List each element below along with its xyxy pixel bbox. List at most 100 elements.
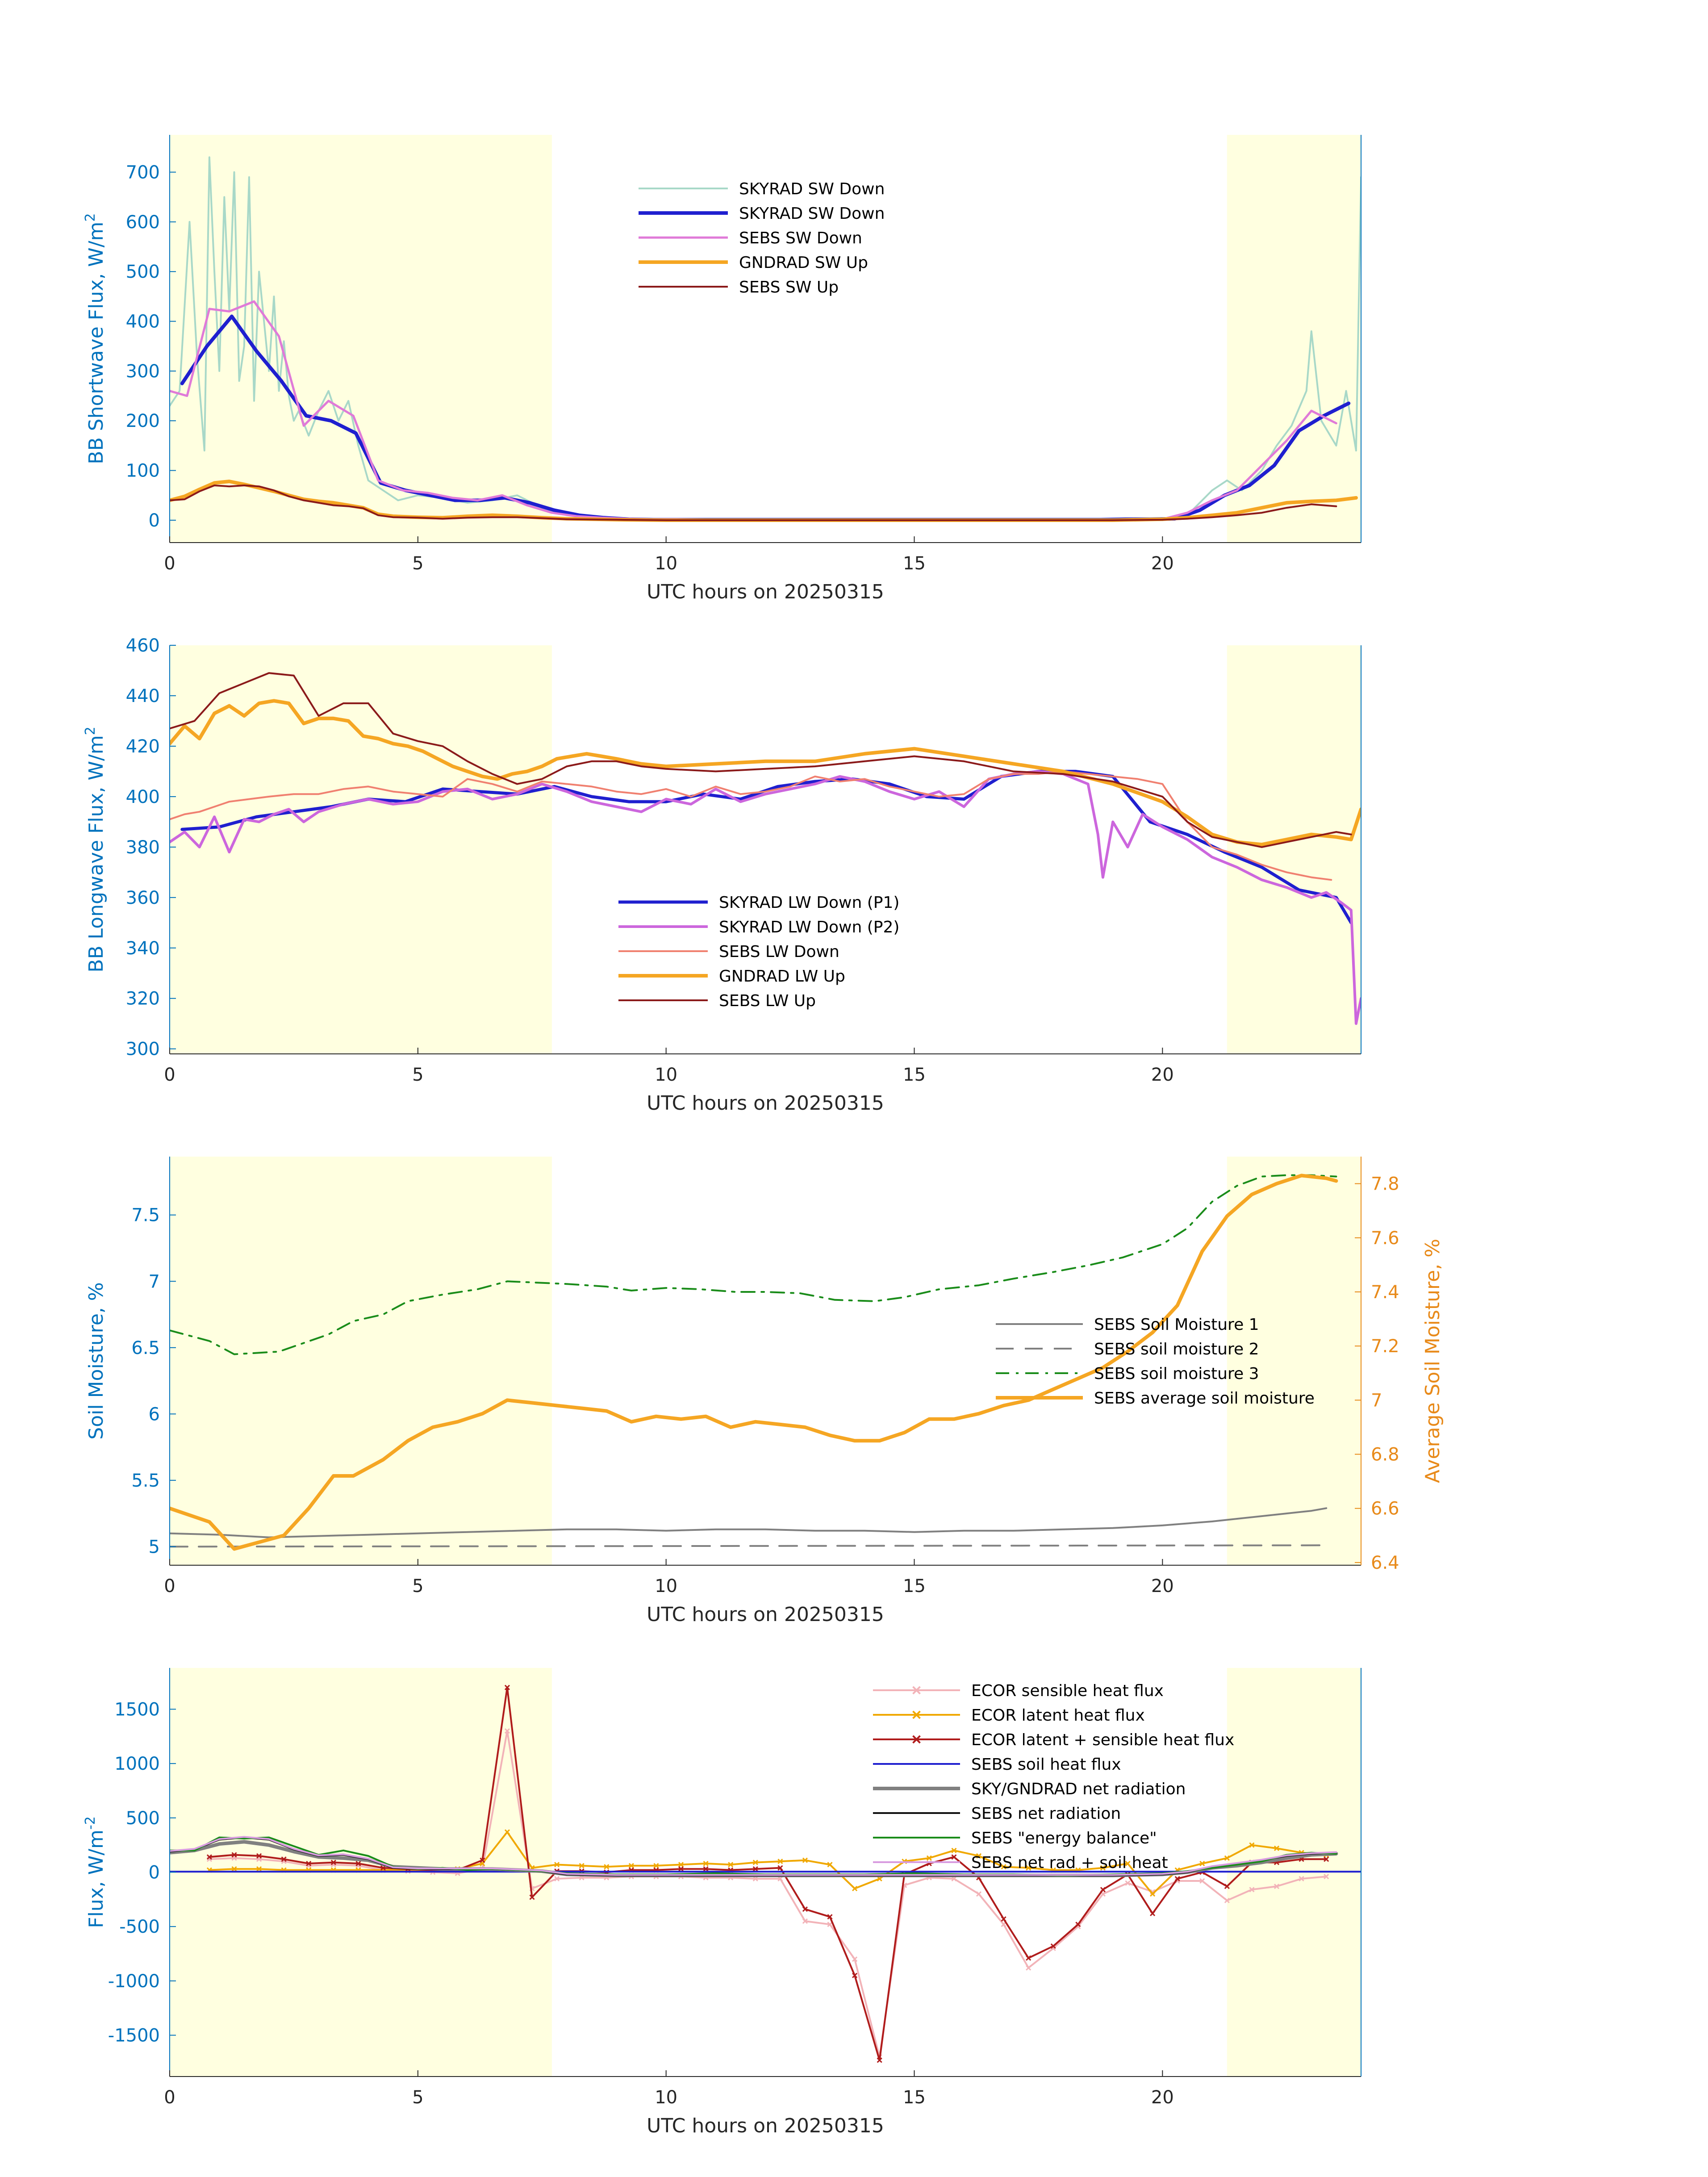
data-point-marker xyxy=(1199,1860,1205,1867)
y-tick-label: 7 xyxy=(149,1271,160,1292)
legend-label: SEBS net rad + soil heat xyxy=(971,1854,1168,1872)
legend-label: SEBS LW Down xyxy=(719,943,839,961)
data-point-marker xyxy=(1150,1910,1156,1917)
data-point-marker xyxy=(554,1862,560,1868)
legend-label: SEBS soil moisture 3 xyxy=(1094,1365,1259,1383)
data-point-marker xyxy=(1274,1845,1280,1851)
x-tick-label: 15 xyxy=(903,1065,926,1085)
y-tick-label: 1500 xyxy=(114,1699,160,1720)
data-point-marker xyxy=(306,1860,312,1867)
data-point-marker xyxy=(777,1865,783,1871)
data-point-marker xyxy=(926,1855,932,1861)
y-tick-label: 5 xyxy=(149,1537,160,1557)
data-point-marker xyxy=(827,1922,833,1927)
data-point-marker xyxy=(256,1866,262,1872)
right-y-tick-label: 7.8 xyxy=(1371,1174,1399,1195)
legend-label: SEBS soil moisture 2 xyxy=(1094,1340,1259,1358)
y-axis-title: Flux, W/m-2 xyxy=(83,1816,108,1928)
data-point-marker xyxy=(1026,1955,1031,1961)
legend-marker xyxy=(912,1735,921,1744)
data-point-marker xyxy=(653,1863,659,1868)
data-point-marker xyxy=(827,1914,833,1920)
legend-label: SEBS "energy balance" xyxy=(971,1829,1157,1847)
right-y-tick-label: 7.2 xyxy=(1371,1336,1399,1357)
data-point-marker xyxy=(1075,1922,1081,1927)
x-tick-label: 15 xyxy=(903,2087,926,2108)
legend-label: SEBS net radiation xyxy=(971,1805,1121,1823)
night-shade-band xyxy=(1227,645,1361,1054)
data-point-marker xyxy=(1125,1860,1131,1867)
legend-label: GNDRAD LW Up xyxy=(719,967,845,986)
series-line-3 xyxy=(170,1174,1338,1551)
series-line-0 xyxy=(170,1507,1328,1538)
data-point-marker xyxy=(604,1864,610,1870)
y-tick-label: 320 xyxy=(126,989,160,1009)
series-line-1 xyxy=(170,1544,1328,1548)
data-point-marker xyxy=(852,1956,858,1962)
data-point-marker xyxy=(1026,1865,1031,1871)
y-tick-label: 440 xyxy=(126,686,160,706)
y-axis-title: Soil Moisture, % xyxy=(85,1282,108,1439)
series-line-4 xyxy=(170,485,1337,521)
x-tick-label: 10 xyxy=(655,2087,677,2108)
data-point-marker xyxy=(355,1860,361,1867)
data-point-marker xyxy=(827,1862,833,1868)
x-tick-label: 10 xyxy=(655,553,677,574)
y-tick-label: 100 xyxy=(126,461,160,481)
data-point-marker xyxy=(330,1859,336,1865)
data-point-marker xyxy=(1224,1855,1230,1861)
series-line-0 xyxy=(180,769,1353,924)
y-tick-label: 380 xyxy=(126,837,160,858)
y-tick-label: 6 xyxy=(149,1404,160,1425)
series-line-0 xyxy=(170,156,1361,521)
data-point-marker xyxy=(504,1684,510,1690)
data-point-marker xyxy=(951,1847,957,1853)
series-group xyxy=(170,156,1361,522)
data-point-marker xyxy=(579,1863,585,1868)
series-group xyxy=(170,672,1361,1025)
y-tick-label: 1000 xyxy=(114,1754,160,1774)
legend-label: SEBS SW Up xyxy=(739,278,839,297)
y-tick-label: 400 xyxy=(126,312,160,332)
y-tick-label: -1000 xyxy=(108,1971,160,1992)
x-tick-label: 0 xyxy=(164,2087,175,2108)
x-tick-label: 0 xyxy=(164,1065,175,1085)
y-tick-label: 6.5 xyxy=(131,1338,160,1358)
legend-label: SEBS soil heat flux xyxy=(971,1755,1121,1774)
legend: SKYRAD LW Down (P1) SKYRAD LW Down (P2) SE… xyxy=(618,894,899,1010)
legend-label: SKY/GNDRAD net radiation xyxy=(971,1780,1186,1798)
chart-longwave: 0 5 10 15 20 300 320 340 360 380 400 420 440 460 UTC h… xyxy=(83,635,1361,1115)
data-point-marker xyxy=(529,1894,535,1900)
data-point-marker xyxy=(1249,1887,1255,1893)
x-tick-label: 5 xyxy=(412,2087,423,2108)
legend-marker xyxy=(912,1710,921,1719)
data-point-marker xyxy=(256,1853,262,1859)
data-point-marker xyxy=(1001,1916,1006,1922)
y-axis-title: BB Shortwave Flux, W/m2 xyxy=(83,213,108,464)
night-shade-band xyxy=(170,1157,552,1565)
data-point-marker xyxy=(1100,1887,1106,1893)
y-tick-label: 400 xyxy=(126,787,160,807)
data-point-marker xyxy=(852,1885,858,1892)
series-line-1 xyxy=(208,1831,1328,1895)
data-point-marker xyxy=(504,1829,510,1835)
data-point-marker xyxy=(480,1857,485,1863)
data-point-marker xyxy=(703,1860,709,1867)
series-line-2 xyxy=(170,770,1332,881)
data-point-marker xyxy=(1050,1943,1056,1949)
y-tick-label: 600 xyxy=(126,212,160,233)
data-point-marker xyxy=(1224,1897,1230,1903)
x-tick-label: 10 xyxy=(655,1576,677,1596)
data-point-marker xyxy=(802,1918,808,1924)
y-tick-label: 0 xyxy=(149,510,160,531)
y-tick-label: 360 xyxy=(126,888,160,908)
right-y-tick-label: 7.6 xyxy=(1371,1228,1399,1249)
data-point-marker xyxy=(877,2057,882,2063)
data-point-marker xyxy=(976,1853,982,1859)
series-line-7 xyxy=(170,1836,1337,1876)
data-point-marker xyxy=(976,1891,982,1897)
x-tick-label: 20 xyxy=(1151,1065,1174,1085)
data-point-marker xyxy=(777,1859,783,1864)
legend-label: SEBS average soil moisture xyxy=(1094,1389,1315,1408)
